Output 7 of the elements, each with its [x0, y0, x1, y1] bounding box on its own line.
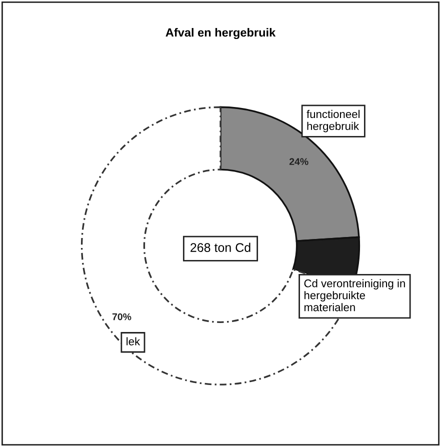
chart-title: Afval en hergebruik: [166, 28, 276, 40]
slice-label: Cd verontreiniging in hergebruikte materialen: [304, 279, 405, 312]
text: 268 ton Cd: [190, 242, 250, 252]
slice-label: functioneel hergebruik: [306, 110, 360, 132]
data-label: 70%: [112, 313, 132, 320]
data-label: 24%: [289, 158, 308, 166]
slice-label: lek: [126, 337, 140, 346]
